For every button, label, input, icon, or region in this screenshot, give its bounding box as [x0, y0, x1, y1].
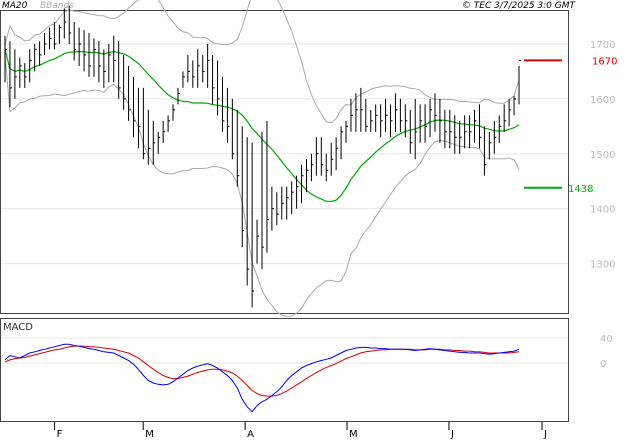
legend-bbands: BBands	[40, 1, 74, 11]
x-tick-label: M	[349, 429, 358, 440]
bollinger-bands	[4, 0, 520, 317]
x-tick-label: F	[57, 429, 63, 440]
target-label: 1438	[568, 184, 593, 195]
bband-upper	[4, 0, 520, 124]
target-markers: 1670 1438	[524, 56, 617, 195]
copyright-notice: © TEC 3/7/2025 3:0 GMT	[462, 1, 577, 11]
ohlc-bars	[4, 5, 521, 308]
macd-gridlines	[1, 337, 568, 364]
price-y-tick: 1700	[590, 40, 615, 51]
macd-y-tick: 0	[600, 359, 606, 370]
price-y-tick: 1300	[590, 260, 615, 271]
price-y-tick: 1500	[590, 150, 615, 161]
price-y-tick: 1400	[590, 205, 615, 216]
x-tick-label: M	[145, 429, 154, 440]
macd-lines	[4, 343, 520, 413]
price-y-tick: 1600	[590, 95, 615, 106]
x-tick-label: J	[450, 429, 454, 440]
legend-ma20: MA20	[2, 1, 28, 11]
price-panel-frame	[0, 10, 569, 314]
price-gridlines	[1, 43, 568, 265]
x-tick-label: A	[247, 429, 254, 440]
macd-line	[4, 343, 520, 413]
bband-lower	[4, 53, 520, 317]
macd-y-tick: 40	[600, 334, 613, 345]
macd-title: MACD	[3, 322, 33, 333]
target-label: 1670	[592, 56, 617, 67]
y-axis-ticks: 1700 1600 1500 1400 1300 40 0	[590, 40, 615, 370]
x-tick-label: J	[543, 429, 547, 440]
macd-panel-frame	[0, 318, 569, 422]
